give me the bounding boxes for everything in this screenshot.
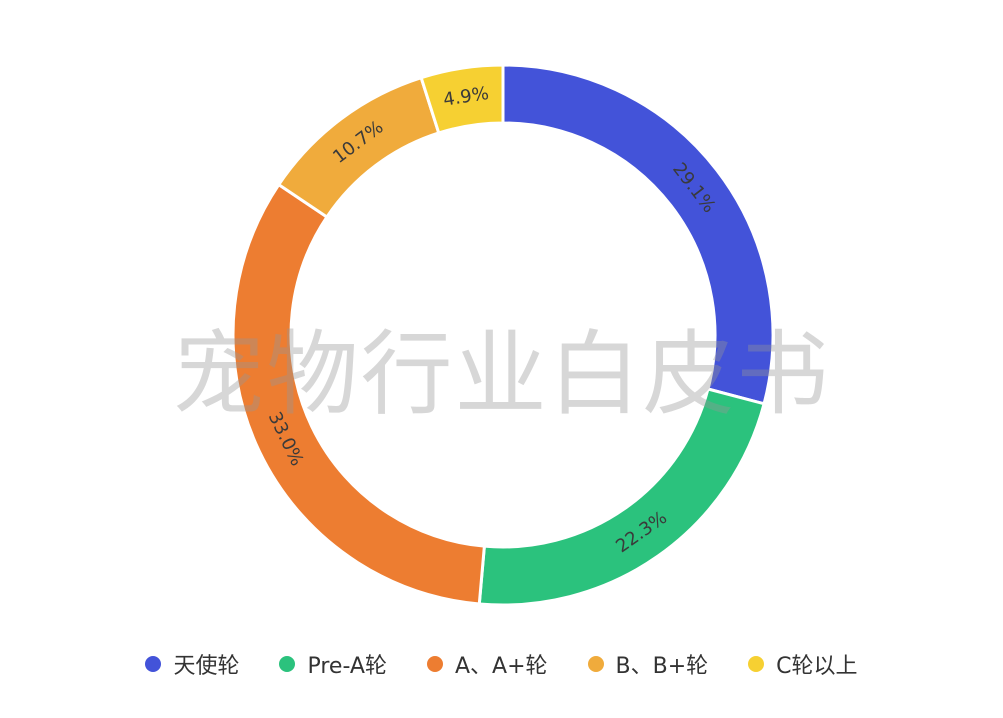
legend-dot-icon — [426, 656, 443, 672]
donut-slice-c-plus[interactable] — [419, 63, 505, 135]
donut-slice-angel[interactable] — [501, 63, 775, 406]
legend-dot-icon — [279, 656, 296, 672]
legend-label: 天使轮 — [173, 654, 240, 679]
legend-item-pre-a[interactable]: Pre-A轮 — [279, 648, 387, 680]
chart-legend: 天使轮 Pre-A轮 A、A+轮 B、B+轮 C轮以上 — [0, 648, 1003, 680]
legend-label: A、A+轮 — [454, 654, 548, 679]
legend-label: C轮以上 — [776, 654, 858, 679]
legend-label: Pre-A轮 — [307, 654, 387, 679]
legend-item-b[interactable]: B、B+轮 — [587, 648, 709, 680]
legend-dot-icon — [587, 656, 604, 672]
legend-item-a[interactable]: A、A+轮 — [426, 648, 548, 680]
legend-item-angel[interactable]: 天使轮 — [145, 648, 239, 680]
legend-dot-icon — [145, 656, 162, 672]
donut-slice-a[interactable] — [231, 182, 487, 606]
legend-dot-icon — [748, 656, 765, 672]
legend-item-c-plus[interactable]: C轮以上 — [748, 648, 858, 680]
donut-slice-pre-a[interactable] — [477, 387, 766, 607]
legend-label: B、B+轮 — [615, 654, 709, 679]
